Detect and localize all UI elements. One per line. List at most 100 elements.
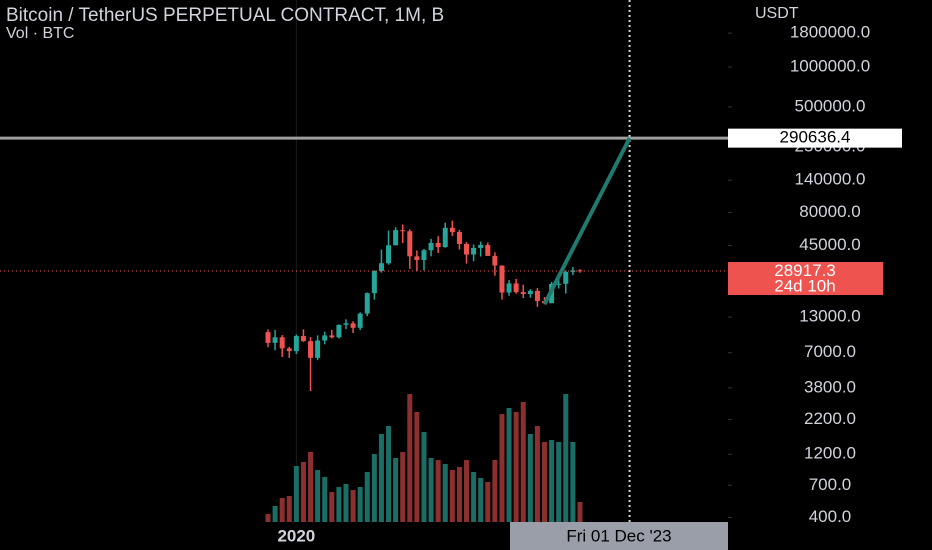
volume-bar <box>492 460 498 522</box>
y-tick-label: 700.0 <box>809 475 852 494</box>
volume-bar <box>386 426 392 522</box>
candle-body <box>414 256 420 261</box>
candle-body <box>513 283 519 293</box>
y-tick-label: 45000.0 <box>799 235 860 254</box>
candle-body <box>350 323 356 328</box>
candle-body <box>563 271 569 284</box>
candle-body <box>428 242 434 251</box>
volume-bar <box>549 440 555 522</box>
candle-body <box>279 337 285 349</box>
chart-title: Bitcoin / TetherUS PERPETUAL CONTRACT, 1… <box>6 5 444 26</box>
volume-bar <box>542 442 548 522</box>
overlay-layer <box>0 0 728 522</box>
candle-body <box>329 335 335 338</box>
volume-layer <box>265 394 583 522</box>
candle-body <box>364 293 370 314</box>
y-tick-label: 1800000.0 <box>790 23 870 42</box>
candle-body <box>343 323 349 325</box>
crosshair-label: Fri 01 Dec '23 <box>566 526 671 545</box>
volume-bar <box>371 454 377 522</box>
candle-body <box>499 265 505 293</box>
x-tick-label: 2020 <box>277 526 315 545</box>
volume-bar <box>308 452 314 522</box>
candle-body <box>336 324 342 338</box>
candle-body <box>386 245 392 264</box>
volume-bar <box>315 470 321 522</box>
volume-bar <box>414 412 420 522</box>
candle-body <box>492 255 498 266</box>
candle-body <box>322 335 328 341</box>
candle-body <box>371 270 377 294</box>
volume-bar <box>428 458 434 522</box>
candle-body <box>265 332 271 343</box>
candle-body <box>421 250 427 261</box>
volume-bar <box>499 414 505 522</box>
y-tick-label: 1200.0 <box>804 444 856 463</box>
candle-body <box>464 244 470 255</box>
volume-bar <box>577 502 583 522</box>
volume-bar <box>570 442 576 522</box>
candle-body <box>577 270 583 272</box>
horizontal-line-label-box <box>728 128 902 148</box>
candle-body <box>435 242 441 248</box>
volume-label: Vol · BTC <box>6 25 74 42</box>
volume-bar <box>449 470 455 522</box>
volume-bar <box>506 408 512 522</box>
volume-bar <box>513 412 519 522</box>
candle-body <box>315 340 321 358</box>
volume-bar <box>300 462 306 522</box>
volume-bar <box>435 460 441 522</box>
volume-bar <box>350 490 356 522</box>
candle-body <box>527 290 533 294</box>
volume-bar <box>286 496 292 522</box>
volume-bar <box>272 506 278 522</box>
trend-line <box>542 137 632 306</box>
candle-body <box>506 283 512 293</box>
candle-body <box>308 341 314 358</box>
candle-layer <box>265 220 583 391</box>
volume-bar <box>527 434 533 522</box>
price-label-box <box>728 262 883 296</box>
volume-bar <box>279 498 285 522</box>
candle-body <box>286 348 292 352</box>
volume-bar <box>556 442 562 522</box>
y-tick-label: 140000.0 <box>795 170 866 189</box>
volume-bar <box>471 472 477 522</box>
volume-bar <box>563 394 569 522</box>
candle-body <box>293 336 299 352</box>
crosshair-label-box <box>510 522 728 550</box>
y-tick-label: 7000.0 <box>804 342 856 361</box>
volume-bar <box>357 487 363 522</box>
volume-bar <box>265 514 271 522</box>
candle-body <box>520 292 526 294</box>
candle-body <box>357 313 363 328</box>
volume-bar <box>400 452 406 522</box>
volume-bar <box>485 482 491 522</box>
candle-body <box>400 230 406 232</box>
volume-bar <box>322 477 328 522</box>
countdown-label: 24d 10h <box>774 276 835 295</box>
candle-body <box>556 283 562 285</box>
horizontal-line-label: 290636.4 <box>780 128 851 147</box>
volume-bar <box>464 460 470 522</box>
candle-body <box>378 263 384 271</box>
y-axis-label: USDT <box>755 5 799 22</box>
volume-bar <box>534 426 540 522</box>
volume-bar <box>293 466 299 522</box>
candle-body <box>456 232 462 245</box>
candle-body <box>442 227 448 248</box>
volume-bar <box>478 478 484 522</box>
volume-bar <box>329 492 335 522</box>
candle-body <box>485 244 491 256</box>
candle-body <box>471 247 477 255</box>
candle-body <box>272 337 278 343</box>
candle-body <box>478 244 484 248</box>
volume-bar <box>343 484 349 522</box>
volume-bar <box>393 458 399 522</box>
y-tick-label: 400.0 <box>809 507 852 526</box>
volume-bar <box>456 467 462 522</box>
candle-body <box>393 230 399 246</box>
y-tick-label: 1000000.0 <box>790 56 870 75</box>
